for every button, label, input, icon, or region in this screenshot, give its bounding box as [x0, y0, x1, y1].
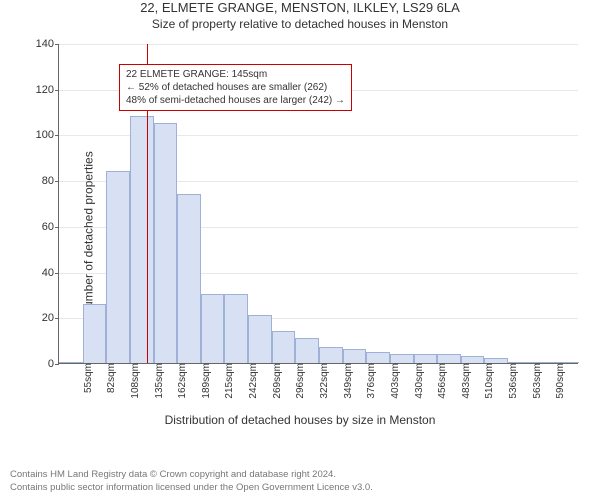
chart-container: Number of detached properties 0204060801…	[0, 36, 600, 431]
histogram-bar	[366, 352, 390, 363]
histogram-bar	[248, 315, 272, 363]
x-tick-label: 483sqm	[457, 363, 472, 399]
x-tick-label: 242sqm	[244, 363, 259, 399]
y-tick-label: 140	[36, 38, 59, 50]
annotation-line: ← 52% of detached houses are smaller (26…	[126, 81, 345, 94]
x-tick-label: 135sqm	[150, 363, 165, 399]
annotation-line: 48% of semi-detached houses are larger (…	[126, 94, 345, 107]
y-tick-label: 100	[36, 129, 59, 141]
histogram-bar	[224, 294, 248, 363]
x-axis-label: Distribution of detached houses by size …	[165, 413, 436, 427]
x-tick-label: 349sqm	[339, 363, 354, 399]
histogram-bar	[130, 116, 154, 363]
y-tick-label: 40	[42, 267, 59, 279]
y-tick-label: 120	[36, 84, 59, 96]
y-tick-label: 20	[42, 312, 59, 324]
x-tick-label: 82sqm	[102, 363, 117, 393]
histogram-bar	[201, 294, 225, 363]
plot-area: 02040608010012014055sqm82sqm108sqm135sqm…	[58, 44, 578, 364]
x-tick-label: 55sqm	[79, 363, 94, 393]
footer-line-1: Contains HM Land Registry data © Crown c…	[10, 469, 373, 481]
histogram-bar	[295, 338, 319, 363]
histogram-bar	[461, 356, 485, 363]
x-tick-label: 430sqm	[410, 363, 425, 399]
x-tick-label: 322sqm	[315, 363, 330, 399]
x-tick-label: 108sqm	[126, 363, 141, 399]
y-tick-label: 0	[48, 358, 59, 370]
y-tick-label: 60	[42, 221, 59, 233]
footer-attribution: Contains HM Land Registry data © Crown c…	[10, 469, 373, 494]
histogram-bar	[437, 354, 461, 363]
x-tick-label: 563sqm	[528, 363, 543, 399]
histogram-bar	[272, 331, 296, 363]
histogram-bar	[106, 171, 130, 363]
x-tick-label: 456sqm	[433, 363, 448, 399]
histogram-bar	[177, 194, 201, 363]
histogram-bar	[154, 123, 178, 363]
x-tick-label: 510sqm	[480, 363, 495, 399]
histogram-bar	[390, 354, 414, 363]
histogram-bar	[319, 347, 343, 363]
x-tick-label: 269sqm	[268, 363, 283, 399]
histogram-bar	[83, 304, 107, 363]
page-subtitle: Size of property relative to detached ho…	[0, 17, 600, 31]
x-tick-label: 376sqm	[362, 363, 377, 399]
x-tick-label: 403sqm	[386, 363, 401, 399]
annotation-box: 22 ELMETE GRANGE: 145sqm← 52% of detache…	[119, 64, 352, 111]
histogram-bar	[343, 349, 367, 363]
x-tick-label: 162sqm	[173, 363, 188, 399]
y-tick-label: 80	[42, 175, 59, 187]
x-tick-label: 296sqm	[291, 363, 306, 399]
annotation-line: 22 ELMETE GRANGE: 145sqm	[126, 68, 345, 81]
x-tick-label: 215sqm	[220, 363, 235, 399]
page-title: 22, ELMETE GRANGE, MENSTON, ILKLEY, LS29…	[0, 0, 600, 15]
footer-line-2: Contains public sector information licen…	[10, 482, 373, 494]
histogram-bar	[414, 354, 438, 363]
x-tick-label: 536sqm	[504, 363, 519, 399]
x-tick-label: 590sqm	[551, 363, 566, 399]
x-tick-label: 189sqm	[197, 363, 212, 399]
